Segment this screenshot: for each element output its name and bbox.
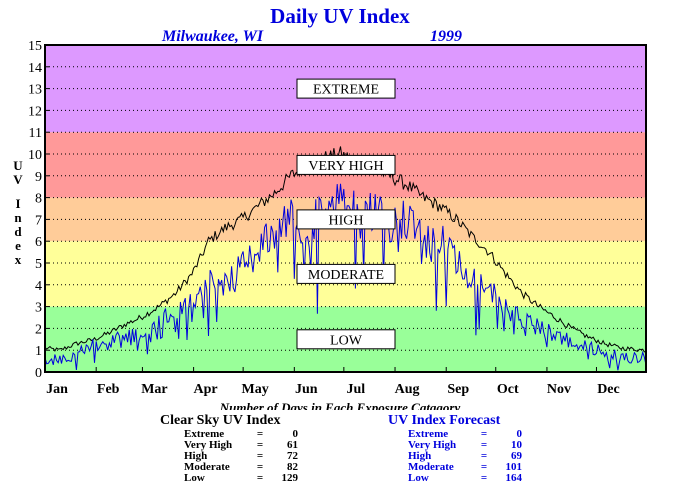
y-tick-label: 2: [35, 322, 42, 337]
stat-label: Moderate: [184, 461, 230, 473]
forecast-stats-rows: Extreme = 0 Very High = 10 High = 69 Moderate = 101…: [388, 429, 522, 484]
stat-row: Low = 129: [184, 473, 298, 484]
chart-title: Daily UV Index: [270, 4, 410, 28]
stat-label: Low: [408, 472, 429, 484]
plot-frame: [44, 44, 647, 373]
clear-sky-stats: Clear Sky UV Index Extreme = 0 Very High = 61…: [160, 413, 298, 484]
stat-equals: =: [256, 472, 264, 484]
x-tick-label: May: [242, 382, 269, 397]
stat-equals: =: [480, 472, 488, 484]
stat-value: 101: [505, 461, 523, 473]
clear-sky-stats-rows: Extreme = 0 Very High = 61 High = 72 Moderate = 82 L…: [160, 429, 298, 484]
x-tick-label: Aug: [395, 382, 420, 397]
stat-label: High: [408, 450, 432, 462]
stat-label: Moderate: [408, 461, 454, 473]
forecast-stats-title: UV Index Forecast: [388, 413, 501, 428]
stat-row: Moderate = 101: [408, 462, 522, 473]
y-tick-label: 14: [28, 61, 42, 76]
stat-value: 72: [287, 450, 298, 462]
x-tick-label: Jul: [347, 382, 366, 397]
stat-label: Very High: [184, 439, 233, 451]
stat-row: High = 72: [184, 451, 298, 462]
stat-row: High = 69: [408, 451, 522, 462]
svg-text:HIGH: HIGH: [329, 213, 364, 228]
svg-text:EXTREME: EXTREME: [313, 83, 379, 98]
x-tick-labels: Jan Feb Mar Apr May Jun Jul Aug Sep Oct Nov Dec: [44, 367, 620, 397]
x-tick-label: Jun: [295, 382, 318, 397]
stat-equals: =: [256, 428, 264, 440]
y-tick-label: 6: [35, 235, 42, 250]
x-tick-label: Feb: [97, 382, 120, 397]
stat-equals: =: [480, 428, 488, 440]
y-tick-label: 3: [35, 301, 42, 316]
y-tick-label: 9: [35, 170, 42, 185]
y-tick-label: 0: [35, 366, 42, 381]
clear-sky-stats-title: Clear Sky UV Index: [160, 413, 281, 428]
chart-year: 1999: [430, 28, 462, 45]
stat-value: 164: [505, 472, 523, 484]
svg-text:LOW: LOW: [330, 333, 363, 348]
stat-row: Very High = 61: [184, 440, 298, 451]
y-tick-label: 10: [28, 148, 42, 163]
stat-row: Extreme = 0: [408, 429, 522, 440]
stat-equals: =: [480, 439, 488, 451]
grid: [45, 66, 646, 351]
stat-label: Extreme: [184, 428, 225, 440]
stat-value: 0: [516, 428, 523, 440]
stat-label: Extreme: [408, 428, 449, 440]
band-label-high: HIGH: [296, 209, 396, 230]
x-tick-label: Jan: [46, 382, 68, 397]
y-tick-label: 4: [35, 279, 42, 294]
y-tick-label: 12: [28, 104, 42, 119]
stat-equals: =: [480, 461, 488, 473]
stat-value: 10: [511, 439, 522, 451]
y-tick-label: 5: [35, 257, 42, 272]
stat-label: Very High: [408, 439, 457, 451]
stat-equals: =: [480, 450, 488, 462]
stat-label: High: [184, 450, 208, 462]
days-subtitle: Number of Days in Each Exposure Catagory: [219, 400, 461, 410]
y-tick-label: 15: [28, 39, 42, 54]
stat-row: Moderate = 82: [184, 462, 298, 473]
svg-text:VERY HIGH: VERY HIGH: [308, 159, 383, 174]
stat-row: Very High = 10: [408, 440, 522, 451]
x-tick-label: Apr: [194, 382, 218, 397]
stat-equals: =: [256, 450, 264, 462]
y-tick-label: 7: [35, 213, 42, 228]
stat-label: Low: [184, 472, 205, 484]
forecast-stats: UV Index Forecast Extreme = 0 Very High = 10 H…: [388, 413, 522, 484]
band-label-very-high: VERY HIGH: [296, 154, 396, 175]
x-tick-label: Nov: [547, 382, 571, 397]
stat-value: 69: [511, 450, 522, 462]
band-label-low: LOW: [296, 329, 396, 350]
stat-value: 129: [281, 472, 299, 484]
x-tick-label: Oct: [497, 382, 519, 397]
stat-value: 61: [287, 439, 298, 451]
x-tick-label: Sep: [447, 382, 469, 397]
x-tick-label: Mar: [141, 382, 167, 397]
stat-row: Extreme = 0: [184, 429, 298, 440]
stat-equals: =: [256, 461, 264, 473]
y-tick-label: 13: [28, 83, 42, 98]
band-labels: LOW MODERATE HIGH VERY HIGH EXTREME: [296, 78, 396, 350]
y-tick-label: 8: [35, 192, 42, 207]
stat-value: 0: [292, 428, 299, 440]
stat-value: 82: [287, 461, 298, 473]
chart-location: Milwaukee, WI: [161, 28, 264, 45]
band-label-moderate: MODERATE: [296, 263, 396, 284]
x-tick-label: Dec: [597, 382, 620, 397]
stat-equals: =: [256, 439, 264, 451]
y-tick-label: 1: [35, 344, 42, 359]
stat-row: Low = 164: [408, 473, 522, 484]
y-tick-label: 11: [29, 126, 42, 141]
svg-text:MODERATE: MODERATE: [308, 268, 384, 283]
band-label-extreme: EXTREME: [296, 78, 396, 99]
